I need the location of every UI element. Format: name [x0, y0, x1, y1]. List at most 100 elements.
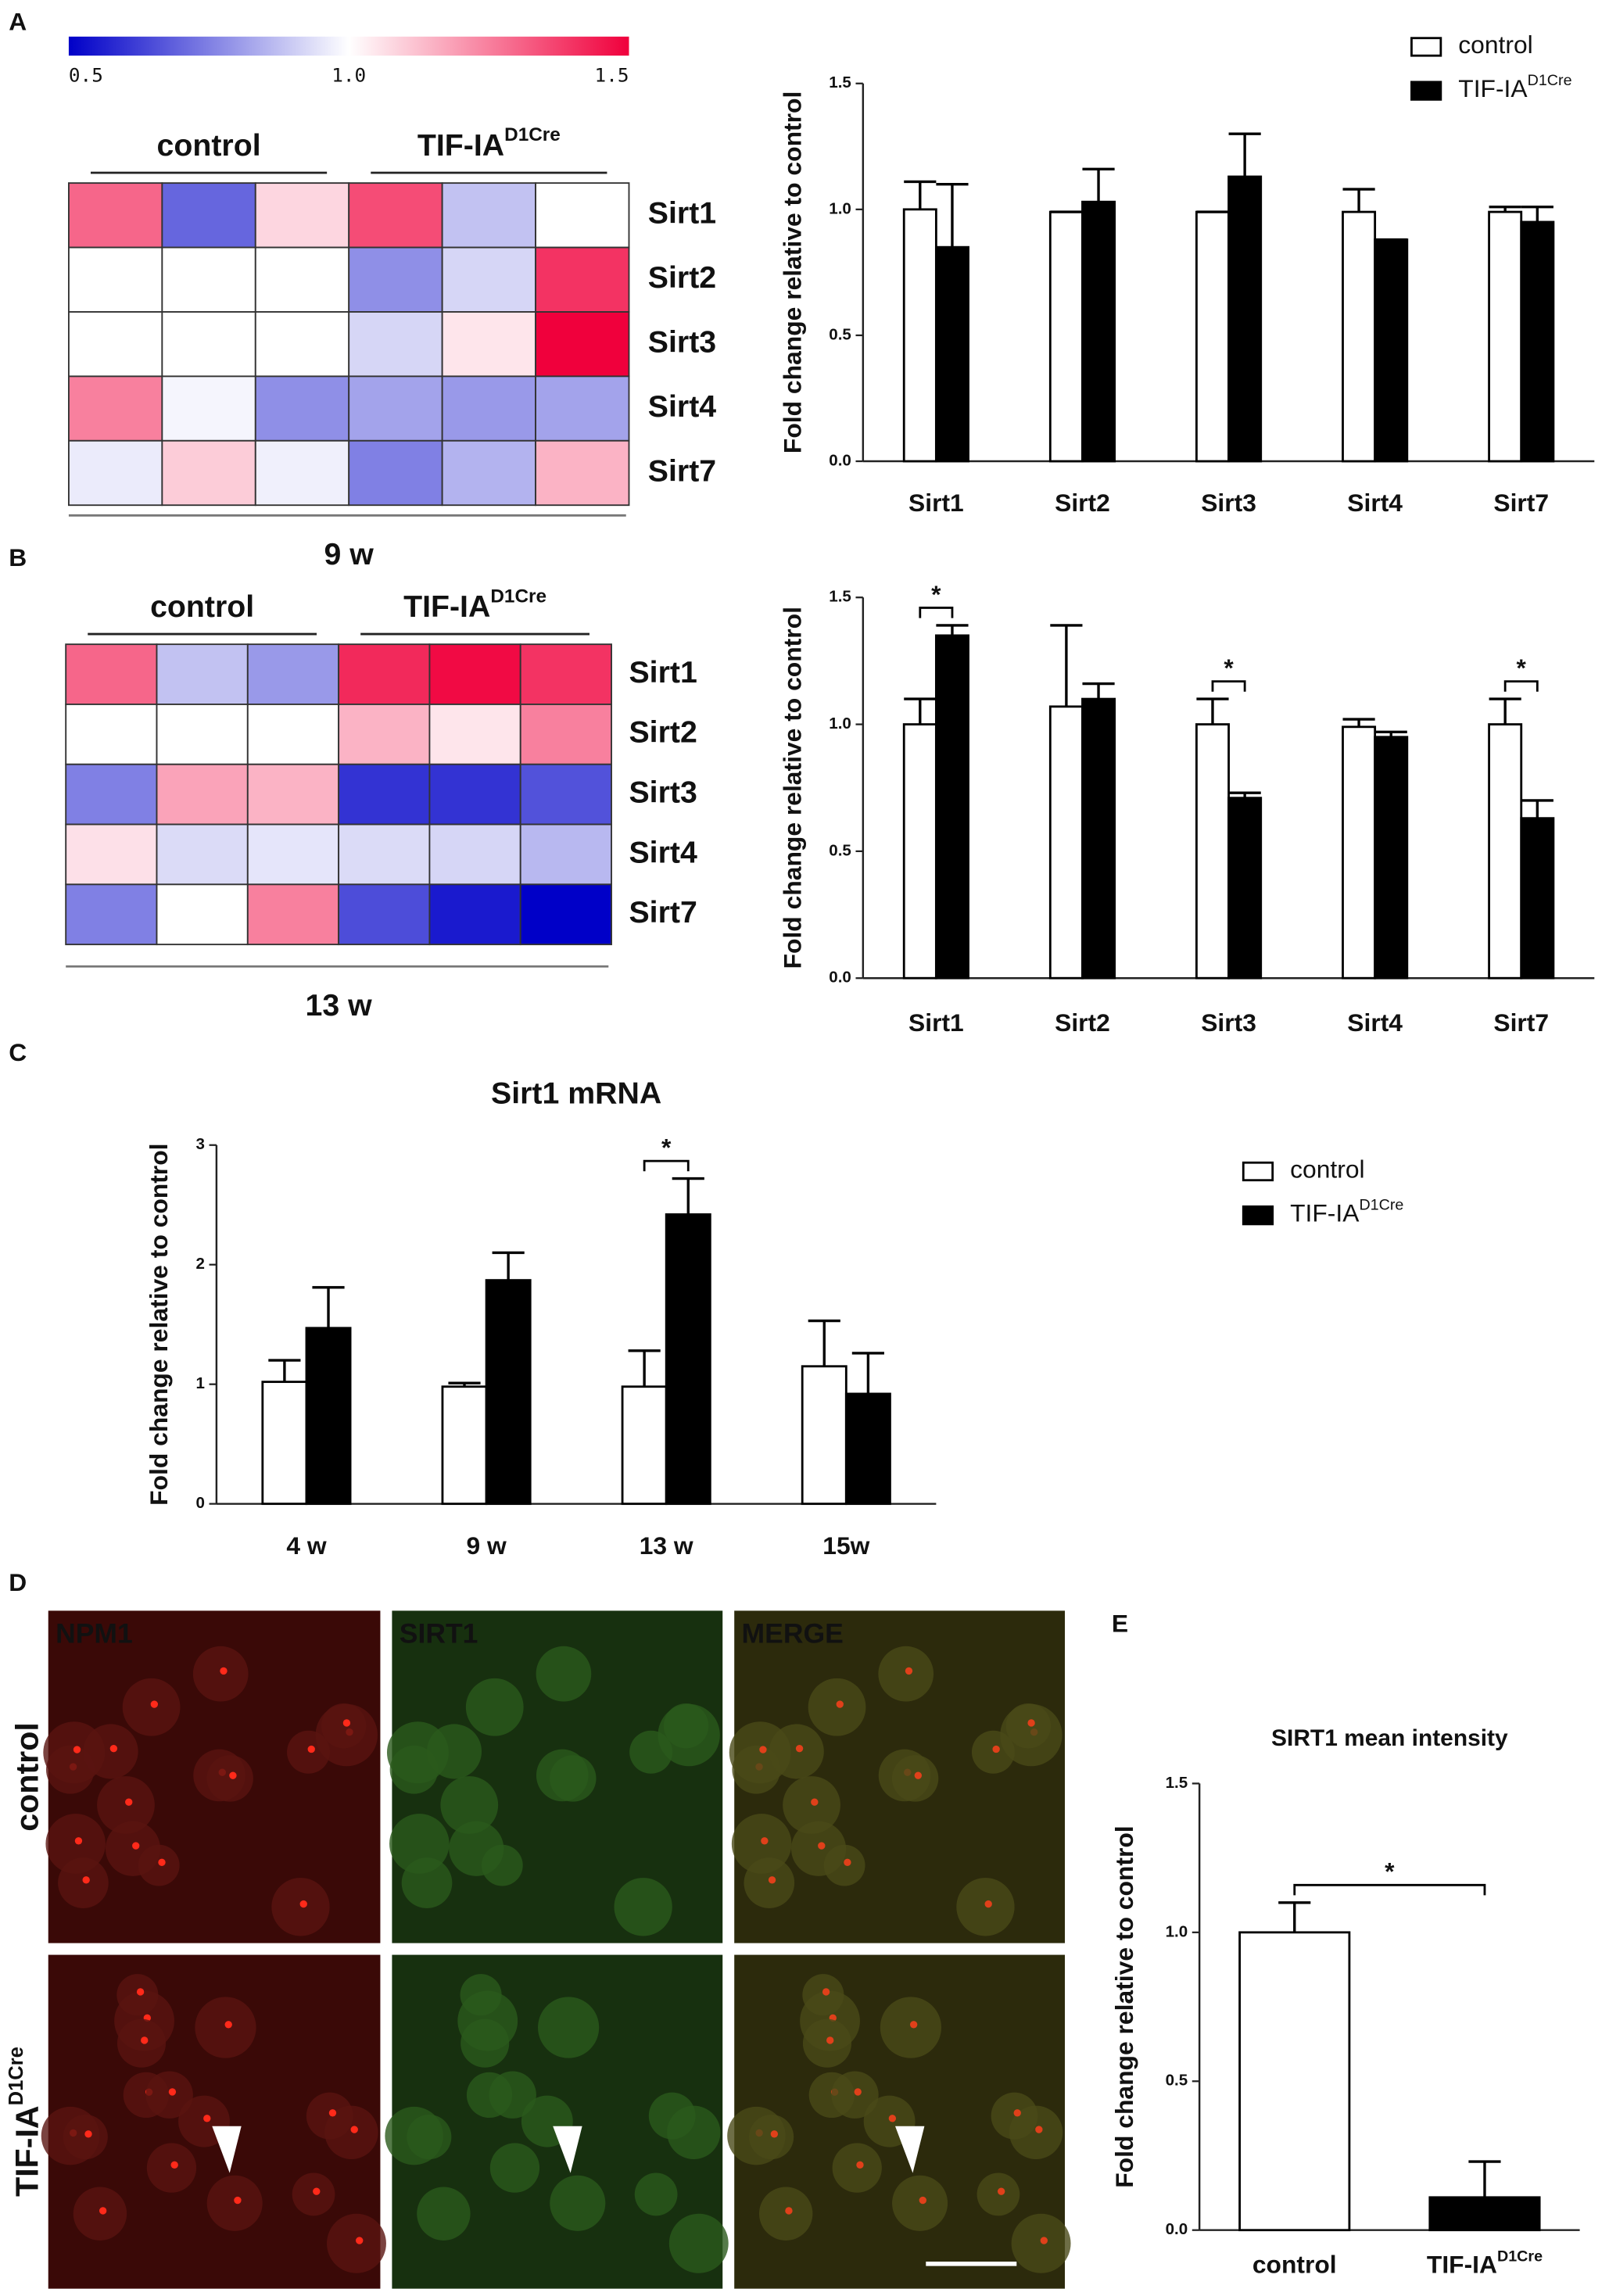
heatmap-cell — [441, 311, 537, 378]
nucleolus — [99, 2207, 107, 2215]
heatmap-cell — [65, 883, 158, 946]
bar — [305, 1327, 352, 1506]
arrowhead — [894, 2126, 925, 2173]
row-label: Sirt3 — [629, 775, 697, 810]
nucleolus — [234, 2196, 242, 2205]
nucleolus — [854, 2088, 862, 2096]
nucleus — [460, 2018, 510, 2068]
x-tick-label-base: Sirt2 — [1055, 1009, 1110, 1037]
heatmap-cell — [338, 763, 431, 826]
nucleus — [759, 2187, 813, 2240]
y-tick-label: 1 — [195, 1374, 204, 1392]
heatmap-cell — [348, 439, 443, 507]
heatmap-cell — [535, 246, 630, 313]
legend-label-base: control — [1290, 1155, 1364, 1184]
y-tick-label: 0.0 — [1166, 2220, 1188, 2238]
group-label: TIF-IAD1Cre — [403, 586, 546, 625]
nucleus — [634, 2172, 678, 2216]
channel-label: NPM1 — [56, 1618, 133, 1649]
bar — [902, 208, 937, 463]
nucleolus — [761, 1837, 769, 1845]
nucleus — [43, 1721, 106, 1784]
row-label: Sirt3 — [648, 325, 716, 360]
legend-swatch — [1242, 1205, 1274, 1226]
chart-title: Sirt1 mRNA — [491, 1076, 661, 1110]
bar — [621, 1385, 668, 1506]
x-tick-label: Sirt4 — [1347, 1009, 1403, 1037]
x-tick-label: Sirt4 — [1347, 489, 1403, 518]
nucleus — [63, 2114, 108, 2160]
x-tick-label-base: Sirt3 — [1201, 1009, 1256, 1037]
nucleus — [45, 1814, 106, 1874]
nucleolus — [826, 2036, 834, 2044]
nucleus — [831, 2071, 879, 2119]
group-label-base: control — [157, 129, 261, 163]
bar — [1374, 238, 1409, 463]
y-tick-label: 0.0 — [829, 451, 851, 469]
x-tick-label: Sirt7 — [1493, 1009, 1549, 1037]
nucleolus — [1035, 2126, 1043, 2133]
heatmap-cell — [441, 246, 537, 313]
row-label: Sirt7 — [629, 895, 697, 930]
heatmap-cell — [156, 704, 249, 765]
y-tick-label: 1.0 — [829, 199, 851, 217]
nucleus — [832, 2143, 882, 2193]
legend-swatch — [1410, 37, 1442, 57]
nucleolus — [984, 1900, 992, 1908]
x-tick-label-base: 9 w — [466, 1531, 507, 1560]
heatmap-cell — [161, 182, 256, 249]
nucleolus — [770, 2130, 779, 2138]
x-tick-label: Sirt3 — [1201, 489, 1256, 518]
bar — [1342, 725, 1377, 980]
nucleus — [536, 1646, 592, 1702]
nucleolus — [141, 2036, 149, 2044]
nucleolus — [224, 2021, 232, 2029]
panel-letter: C — [9, 1038, 27, 1066]
nucleolus — [997, 2187, 1005, 2195]
significance-label: * — [1385, 1857, 1395, 1886]
heatmap-cell — [348, 182, 443, 249]
bar — [1520, 817, 1555, 980]
nucleus — [321, 1703, 367, 1749]
y-tick-label: 1.0 — [829, 715, 851, 732]
heatmap-cell — [65, 704, 158, 765]
x-tick-label: Sirt2 — [1055, 489, 1110, 518]
group-label: TIF-IAD1Cre — [417, 125, 561, 163]
nucleus — [192, 1646, 249, 1702]
y-tick-label: 1.5 — [829, 73, 851, 91]
colorbar — [68, 36, 629, 56]
row-label: Sirt1 — [629, 655, 697, 690]
significance-label: * — [1517, 654, 1527, 682]
bar — [665, 1213, 711, 1506]
x-tick-label-base: 15w — [822, 1531, 869, 1560]
y-tick-label: 0.5 — [829, 841, 851, 859]
arrowhead — [212, 2126, 242, 2173]
heatmap-cell — [519, 763, 612, 826]
row-label-sup: D1Cre — [5, 2047, 27, 2105]
group-label-base: TIF-IA — [417, 129, 504, 163]
nucleolus — [136, 1988, 145, 1996]
heatmap-cell — [348, 311, 443, 378]
nucleolus — [759, 1746, 767, 1753]
nucleus — [802, 2018, 852, 2068]
nucleus — [292, 2172, 335, 2216]
significance-label: * — [1224, 654, 1234, 682]
heatmap-cell — [156, 643, 249, 705]
heatmap-cell — [67, 182, 163, 249]
group-label: control — [157, 129, 261, 163]
nucleolus — [74, 1837, 83, 1845]
nucleolus — [220, 1667, 228, 1675]
x-tick-label: control — [1252, 2251, 1337, 2279]
bar — [1238, 1931, 1351, 2232]
nucleolus — [313, 2187, 321, 2195]
significance-bracket — [1503, 680, 1539, 692]
y-tick-label: 1.5 — [1166, 1774, 1188, 1792]
nucleus — [122, 1678, 181, 1736]
significance-label: * — [931, 580, 941, 608]
x-tick-label-base: 4 w — [286, 1531, 327, 1560]
nucleus — [465, 1678, 524, 1736]
nucleolus — [109, 1744, 118, 1753]
nucleus — [138, 1844, 180, 1886]
group-label-sup: D1Cre — [490, 586, 546, 607]
bar — [1081, 697, 1116, 980]
